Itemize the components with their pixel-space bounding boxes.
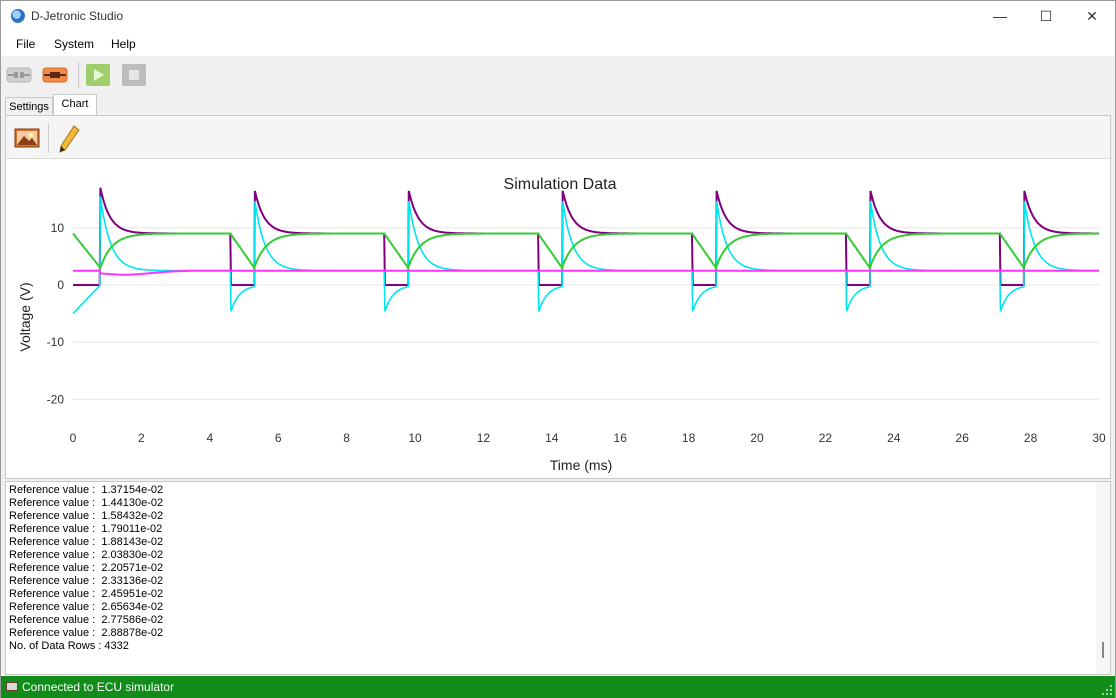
main-toolbar <box>1 56 1115 94</box>
x-tick-label: 10 <box>408 431 422 445</box>
chart-toolbar-separator <box>48 123 49 153</box>
tab-settings[interactable]: Settings <box>5 97 53 116</box>
grid-layer <box>73 227 1099 400</box>
minimize-button[interactable]: — <box>993 8 1007 24</box>
pencil-icon <box>59 125 80 153</box>
save-image-button[interactable] <box>14 127 40 149</box>
log-line: Reference value : 1.44130e-02 <box>9 497 164 509</box>
menu-file[interactable]: File <box>16 37 36 51</box>
x-tick-label: 20 <box>750 431 764 445</box>
edit-button[interactable] <box>56 124 82 154</box>
series-layer <box>72 187 1099 315</box>
status-bar: Connected to ECU simulator <box>1 676 1115 698</box>
log-scrollbar[interactable] <box>1096 482 1110 674</box>
log-line: Reference value : 1.88143e-02 <box>9 536 164 548</box>
log-line: No. of Data Rows : 4332 <box>9 640 129 652</box>
connect-button[interactable] <box>42 64 68 86</box>
y-tick-label: -10 <box>47 335 65 349</box>
log-line: Reference value : 1.58432e-02 <box>9 510 164 522</box>
series-line <box>73 269 1099 276</box>
x-tick-label: 22 <box>819 431 833 445</box>
log-output[interactable]: Reference value : 1.37154e-02 Reference v… <box>5 481 1111 675</box>
tab-strip: Settings Chart <box>1 94 1115 116</box>
app-icon <box>11 9 25 23</box>
log-line: Reference value : 1.79011e-02 <box>9 523 163 535</box>
x-tick-label: 16 <box>614 431 628 445</box>
x-tick-label: 0 <box>70 431 77 445</box>
disconnect-icon <box>6 67 32 83</box>
stop-button[interactable] <box>122 64 148 86</box>
tick-layer: 100-10-200 2 4 6 8 10 12 14 16 18 20 22 24 26 28 30 <box>47 221 1106 445</box>
log-line: Reference value : 2.88878e-02 <box>9 627 164 639</box>
maximize-button[interactable]: ☐ <box>1039 8 1053 24</box>
stop-icon <box>122 64 146 86</box>
x-tick-label: 12 <box>477 431 491 445</box>
log-line: Reference value : 2.45951e-02 <box>9 588 164 600</box>
x-tick-label: 14 <box>545 431 559 445</box>
connect-icon <box>42 67 68 83</box>
log-line: Reference value : 2.33136e-02 <box>9 575 164 587</box>
toolbar-separator <box>78 62 79 88</box>
log-line: Reference value : 2.77586e-02 <box>9 614 164 626</box>
chart-tab-panel: Simulation Data Time (ms) Voltage (V) 10… <box>5 115 1111 479</box>
close-button[interactable]: ✕ <box>1086 8 1098 24</box>
connection-status-icon <box>6 682 18 691</box>
x-tick-label: 30 <box>1092 431 1106 445</box>
x-axis-label: Time (ms) <box>550 457 612 473</box>
chart-toolbar <box>6 116 1110 159</box>
menu-bar: File System Help <box>1 32 1115 56</box>
series-line <box>72 196 1099 315</box>
x-tick-label: 24 <box>887 431 901 445</box>
chart-title: Simulation Data <box>504 176 617 193</box>
y-tick-label: 10 <box>51 221 65 235</box>
window-title: D-Jetronic Studio <box>31 9 124 23</box>
disconnect-button[interactable] <box>6 64 32 86</box>
y-axis-label: Voltage (V) <box>17 282 33 351</box>
menu-help[interactable]: Help <box>111 37 136 51</box>
play-button[interactable] <box>86 64 112 86</box>
series-line <box>72 232 1099 271</box>
status-text: Connected to ECU simulator <box>22 680 175 694</box>
log-scroll-thumb[interactable] <box>1102 642 1104 658</box>
resize-grip-icon[interactable] <box>1102 685 1112 695</box>
image-icon <box>14 128 40 148</box>
play-icon <box>86 64 110 86</box>
log-line: Reference value : 1.37154e-02 <box>9 484 164 496</box>
x-tick-label: 8 <box>343 431 350 445</box>
log-line: Reference value : 2.65634e-02 <box>9 601 164 613</box>
y-tick-label: 0 <box>57 278 64 292</box>
log-line: Reference value : 2.03830e-02 <box>9 549 164 561</box>
tab-chart[interactable]: Chart <box>53 94 97 116</box>
x-tick-label: 2 <box>138 431 145 445</box>
x-tick-label: 26 <box>956 431 970 445</box>
y-tick-label: -20 <box>47 392 65 406</box>
menu-system[interactable]: System <box>54 37 95 51</box>
title-bar[interactable]: D-Jetronic Studio — ☐ ✕ <box>1 1 1115 32</box>
line-chart: Simulation Data Time (ms) Voltage (V) 10… <box>17 176 1106 473</box>
chart-area: Simulation Data Time (ms) Voltage (V) 10… <box>6 160 1110 478</box>
x-tick-label: 6 <box>275 431 282 445</box>
log-line: Reference value : 2.20571e-02 <box>9 562 164 574</box>
x-tick-label: 28 <box>1024 431 1038 445</box>
x-tick-label: 4 <box>206 431 213 445</box>
x-tick-label: 18 <box>682 431 696 445</box>
